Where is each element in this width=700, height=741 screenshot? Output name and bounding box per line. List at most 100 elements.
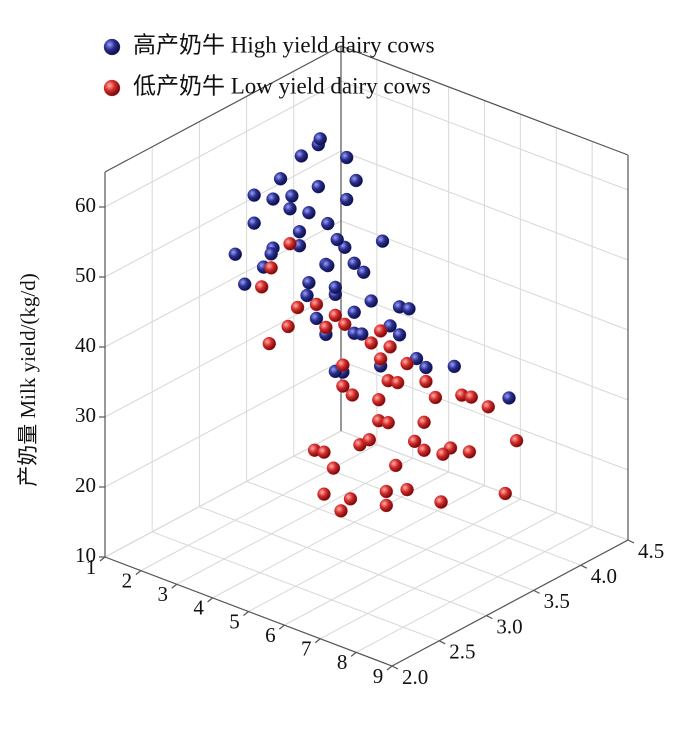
y-tick-label: 4.5 (638, 539, 664, 563)
scatter-point (364, 294, 378, 308)
scatter-point (392, 328, 407, 342)
grid-line (340, 430, 629, 541)
scatter-point (328, 280, 343, 295)
x-tick-label: 7 (301, 637, 312, 661)
scatter-point (356, 265, 371, 279)
scatter-point (302, 275, 316, 290)
scatter-point (428, 390, 443, 405)
z-tick-label: 50 (75, 263, 96, 287)
grid-line (152, 531, 440, 642)
scatter-point (255, 280, 269, 294)
y-tick-label: 3.5 (544, 589, 570, 613)
scatter-point (238, 277, 252, 291)
x-tick (171, 583, 178, 589)
scatter-point (389, 458, 403, 473)
scatter-point (402, 302, 416, 316)
x-tick-label: 4 (193, 596, 204, 620)
scatter-point (400, 482, 414, 497)
x-tick-label: 9 (373, 664, 384, 688)
scatter-point (283, 202, 297, 216)
y-tick (533, 589, 540, 594)
y-tick (438, 640, 446, 645)
scatter-point (375, 234, 390, 248)
x-tick (350, 651, 357, 657)
scatter-point (509, 433, 524, 448)
scatter-point (309, 311, 324, 326)
scatter-point (379, 498, 394, 513)
scatter-point (285, 189, 299, 203)
grid-line (355, 525, 593, 653)
scatter-point (481, 400, 495, 414)
scatter-point (373, 352, 388, 366)
legend-label: 低产奶牛 Low yield dairy cows (133, 73, 431, 98)
x-tick (279, 624, 285, 630)
y-tick (627, 539, 635, 544)
scatter-point (419, 360, 433, 375)
scatter-point (334, 504, 348, 518)
scatter-point (349, 173, 363, 188)
scatter-point (319, 320, 333, 335)
scatter-point (407, 434, 422, 449)
scatter-point (362, 433, 377, 447)
x-tick (207, 597, 213, 603)
scatter-point (228, 247, 242, 261)
scatter-point (294, 149, 309, 163)
scatter-point (390, 375, 405, 390)
scatter-point (345, 388, 360, 402)
scatter-point (379, 484, 394, 499)
scatter-point (321, 258, 335, 273)
x-tick-label: 5 (229, 609, 240, 633)
grid-line (199, 506, 487, 617)
legend-marker (103, 38, 121, 56)
scatter-point (273, 172, 288, 186)
y-tick (580, 564, 588, 569)
z-tick-label: 40 (75, 333, 96, 357)
grid-line (340, 80, 629, 191)
x-tick (314, 638, 321, 644)
x-tick (386, 665, 393, 671)
scatter-point (302, 205, 316, 220)
x-tick-label: 6 (265, 623, 276, 647)
scatter-point (247, 216, 261, 230)
y-tick (486, 615, 493, 620)
z-axis-label: 产奶量 Milk yield/(kg/d) (16, 273, 40, 487)
scatter-point (339, 192, 354, 207)
scatter-point (317, 445, 331, 459)
scatter-point (502, 391, 516, 405)
x-tick-label: 2 (122, 568, 133, 592)
scatter-point (313, 132, 327, 146)
scatter-point (347, 256, 361, 270)
z-tick-label: 30 (75, 403, 96, 427)
grid-line (104, 80, 342, 208)
scatter-point (447, 359, 461, 374)
x-tick-label: 1 (86, 555, 97, 579)
scatter-point (355, 327, 369, 341)
scatter-point (464, 390, 478, 404)
scatter-point (462, 445, 477, 459)
y-tick (391, 665, 399, 670)
z-tick-label: 20 (75, 473, 96, 497)
grid-line (293, 455, 581, 566)
scatter-point (434, 495, 448, 509)
grid-line (340, 290, 629, 401)
z-tick-label: 60 (75, 193, 96, 217)
scatter-point (321, 216, 335, 231)
grid-line (246, 480, 534, 591)
scatter-point (364, 336, 378, 350)
scatter-point (338, 317, 352, 332)
scatter-point (347, 305, 361, 319)
grid-line (284, 498, 521, 626)
grid-line (104, 430, 342, 558)
scatter-point (330, 232, 344, 247)
x-tick (99, 556, 106, 562)
scatter-point (262, 336, 276, 351)
grid-line (104, 150, 342, 278)
scatter-point (417, 443, 431, 458)
x-tick-label: 8 (337, 650, 348, 674)
grid-line (248, 485, 485, 612)
scatter-point (372, 393, 386, 407)
x-tick-label: 3 (158, 582, 169, 606)
y-tick-label: 2.5 (449, 640, 475, 664)
scatter-point (498, 486, 512, 501)
